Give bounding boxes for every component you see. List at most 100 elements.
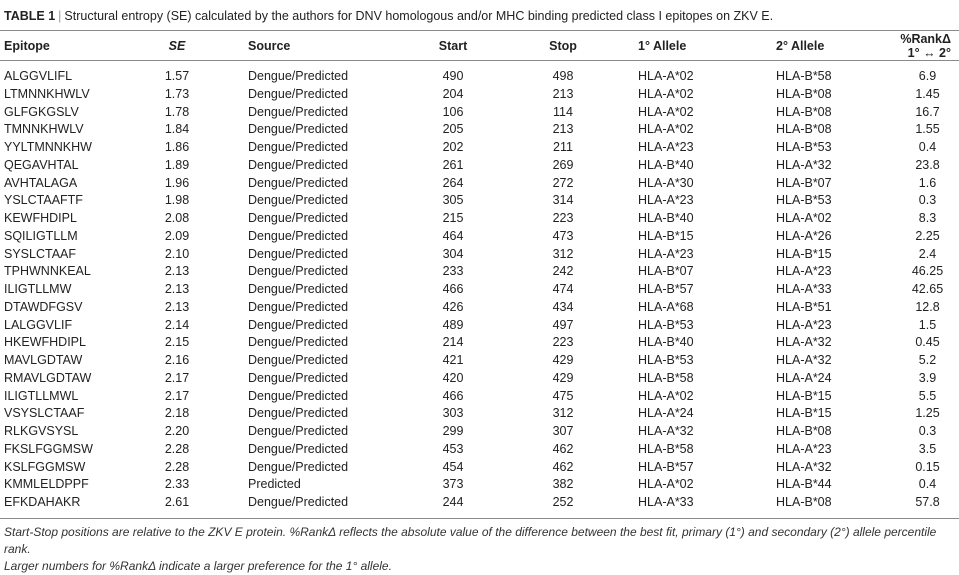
cell-se: 2.15	[164, 335, 190, 350]
cell-rank-delta: 0.4	[918, 477, 937, 492]
cell-epitope: KSLFGGMSW	[4, 459, 86, 474]
cell-stop: 252	[552, 495, 574, 509]
cell-se: 2.28	[164, 441, 190, 456]
footnote-line-2: Larger numbers for %RankΔ indicate a lar…	[4, 559, 392, 573]
header-source: Source	[248, 39, 291, 53]
cell-primary-allele: HLA-B*15	[638, 228, 694, 243]
cell-rank-delta: 0.45	[915, 335, 940, 350]
cell-se: 2.20	[164, 424, 190, 438]
cell-epitope: KEWFHDIPL	[4, 211, 77, 225]
cell-secondary-allele: HLA-B*08	[776, 86, 832, 101]
cell-stop: 312	[552, 246, 574, 261]
cell-secondary-allele: HLA-A*23	[776, 317, 832, 332]
cell-source: Dengue/Predicted	[248, 353, 349, 367]
cell-rank-delta: 1.55	[915, 122, 940, 137]
cell-rank-delta: 23.8	[915, 157, 940, 172]
cell-rank-delta: 5.5	[918, 388, 937, 403]
cell-start: 303	[442, 406, 464, 421]
cell-start: 490	[442, 69, 464, 83]
cell-rank-delta: 8.3	[918, 211, 937, 225]
cell-se: 1.86	[164, 140, 190, 154]
cell-rank-delta: 1.5	[918, 317, 937, 332]
cell-stop: 223	[552, 335, 574, 350]
cell-primary-allele: HLA-A*23	[638, 246, 694, 261]
header-se-label: SE	[168, 39, 186, 53]
cell-start: 489	[442, 317, 464, 332]
cell-start: 464	[442, 228, 464, 243]
cell-rank-delta: 16.7	[915, 104, 940, 119]
cell-stop: 474	[552, 282, 574, 296]
cell-start: 466	[442, 388, 464, 403]
cell-se: 2.61	[164, 495, 190, 509]
cell-primary-allele: HLA-B*40	[638, 211, 694, 225]
cell-secondary-allele: HLA-A*32	[776, 335, 832, 350]
table-row: RMAVLGDTAW 2.17 Dengue/Predicted 420 429 HLA-…	[0, 370, 959, 388]
cell-epitope: YYLTMNNKHW	[4, 140, 92, 154]
table-row: DTAWDFGSV 2.13 Dengue/Predicted 426 434 HLA-A…	[0, 299, 959, 317]
cell-primary-allele: HLA-B*40	[638, 335, 694, 350]
cell-se: 1.78	[164, 104, 190, 119]
table-row: ILIGTLLMWL 2.17 Dengue/Predicted 466 475 HLA-…	[0, 388, 959, 406]
cell-stop: 429	[552, 370, 574, 385]
cell-secondary-allele: HLA-B*15	[776, 246, 832, 261]
cell-secondary-allele: HLA-B*15	[776, 388, 832, 403]
cell-secondary-allele: HLA-A*23	[776, 264, 832, 279]
cell-source: Dengue/Predicted	[248, 264, 349, 279]
cell-se: 1.57	[164, 69, 190, 83]
cell-epitope: RMAVLGDTAW	[4, 370, 92, 385]
header-stop: Stop	[549, 39, 577, 53]
cell-primary-allele: HLA-A*68	[638, 299, 694, 314]
cell-se: 2.13	[164, 282, 190, 296]
cell-start: 305	[442, 193, 464, 208]
cell-epitope: SYSLCTAAF	[4, 246, 77, 261]
cell-se: 2.18	[164, 406, 190, 421]
cell-rank-delta: 1.25	[915, 406, 940, 421]
cell-primary-allele: HLA-A*24	[638, 406, 694, 421]
table-row: KSLFGGMSW 2.28 Dengue/Predicted 454 462 HLA-B…	[0, 459, 959, 477]
cell-se: 1.98	[164, 193, 190, 208]
cell-se: 2.13	[164, 264, 190, 279]
table-row: GLFGKGSLV 1.78 Dengue/Predicted 106 114 HLA-A…	[0, 104, 959, 122]
cell-source: Dengue/Predicted	[248, 157, 349, 172]
cell-epitope: EFKDAHAKR	[4, 495, 81, 509]
table-row: TMNNKHWLV 1.84 Dengue/Predicted 205 213 HLA-A…	[0, 121, 959, 139]
cell-se: 1.84	[164, 122, 190, 137]
table-row: YYLTMNNKHW 1.86 Dengue/Predicted 202 211 HLA-…	[0, 139, 959, 157]
table-row: QEGAVHTAL 1.89 Dengue/Predicted 261 269 HLA-B…	[0, 157, 959, 175]
cell-primary-allele: HLA-A*33	[638, 495, 694, 509]
cell-stop: 307	[552, 424, 574, 438]
cell-primary-allele: HLA-A*23	[638, 140, 694, 154]
cell-se: 2.09	[164, 228, 190, 243]
cell-source: Dengue/Predicted	[248, 406, 349, 421]
cell-rank-delta: 57.8	[915, 495, 940, 509]
cell-epitope: MAVLGDTAW	[4, 353, 83, 367]
header-secondary-allele: 2° Allele	[776, 39, 825, 53]
cell-secondary-allele: HLA-A*32	[776, 157, 832, 172]
cell-secondary-allele: HLA-A*33	[776, 282, 832, 296]
cell-secondary-allele: HLA-B*53	[776, 140, 832, 154]
cell-stop: 242	[552, 264, 574, 279]
cell-source: Dengue/Predicted	[248, 228, 349, 243]
cell-rank-delta: 3.9	[918, 370, 937, 385]
cell-epitope: GLFGKGSLV	[4, 104, 79, 119]
cell-primary-allele: HLA-A*23	[638, 193, 694, 208]
cell-start: 261	[442, 157, 464, 172]
cell-stop: 223	[552, 211, 574, 225]
cell-se: 2.13	[164, 299, 190, 314]
cell-epitope: YSLCTAAFTF	[4, 193, 83, 208]
cell-start: 205	[442, 122, 464, 137]
cell-rank-delta: 0.4	[918, 140, 937, 154]
cell-epitope: KMMLELDPPF	[4, 477, 89, 492]
caption-separator: |	[58, 9, 62, 23]
table-body: ALGGVLIFL 1.57 Dengue/Predicted 490 498 HLA-A…	[0, 60, 959, 512]
cell-source: Dengue/Predicted	[248, 370, 349, 385]
cell-secondary-allele: HLA-B*08	[776, 104, 832, 119]
cell-start: 202	[442, 140, 464, 154]
cell-epitope: RLKGVSYSL	[4, 424, 79, 438]
cell-stop: 497	[552, 317, 574, 332]
cell-source: Dengue/Predicted	[248, 211, 349, 225]
cell-secondary-allele: HLA-B*51	[776, 299, 832, 314]
cell-source: Dengue/Predicted	[248, 317, 349, 332]
cell-source: Dengue/Predicted	[248, 299, 349, 314]
cell-se: 2.28	[164, 459, 190, 474]
